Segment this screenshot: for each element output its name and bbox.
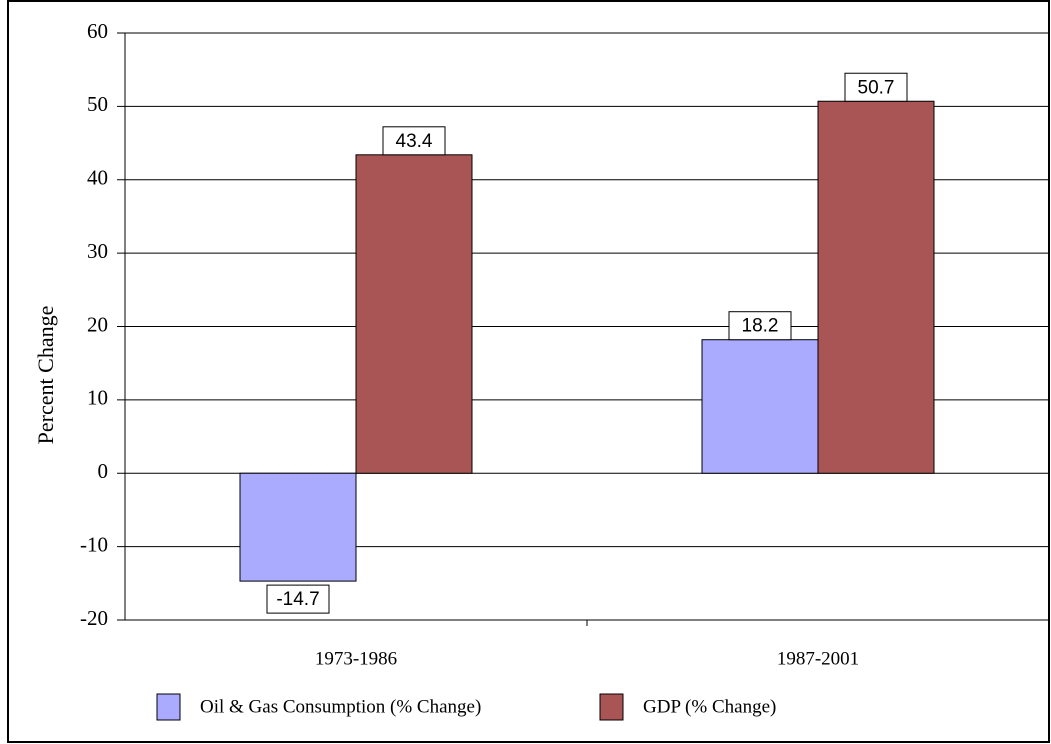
y-tick-label: -10 — [80, 532, 108, 556]
bar — [355, 154, 473, 474]
value-label: 18.2 — [742, 316, 779, 337]
value-label: -14.7 — [276, 589, 319, 610]
y-tick-label: 0 — [98, 459, 109, 483]
bar — [817, 100, 935, 474]
value-label-box — [728, 311, 792, 341]
value-label: 50.7 — [858, 77, 895, 98]
value-label-box — [266, 584, 330, 614]
value-label-box — [382, 126, 446, 156]
y-tick-label: 40 — [87, 166, 108, 190]
y-axis-label: Percent Change — [33, 306, 58, 445]
bar — [239, 472, 357, 582]
legend-swatch — [156, 693, 181, 721]
y-tick-label: 60 — [87, 19, 108, 43]
frame — [7, 0, 1050, 743]
bar — [701, 339, 819, 474]
y-tick-label: 20 — [87, 312, 108, 336]
value-label: 43.4 — [396, 131, 433, 152]
y-tick-label: 10 — [87, 386, 108, 410]
x-tick-label: 1987-2001 — [777, 648, 859, 669]
legend-swatch — [599, 693, 624, 721]
x-tick-label: 1973-1986 — [315, 648, 397, 669]
y-tick-label: 50 — [87, 92, 108, 116]
legend-label: GDP (% Change) — [643, 696, 776, 717]
legend-label: Oil & Gas Consumption (% Change) — [200, 696, 481, 717]
y-tick-label: 30 — [87, 239, 108, 263]
value-label-box — [844, 72, 908, 102]
y-tick-label: -20 — [80, 606, 108, 630]
